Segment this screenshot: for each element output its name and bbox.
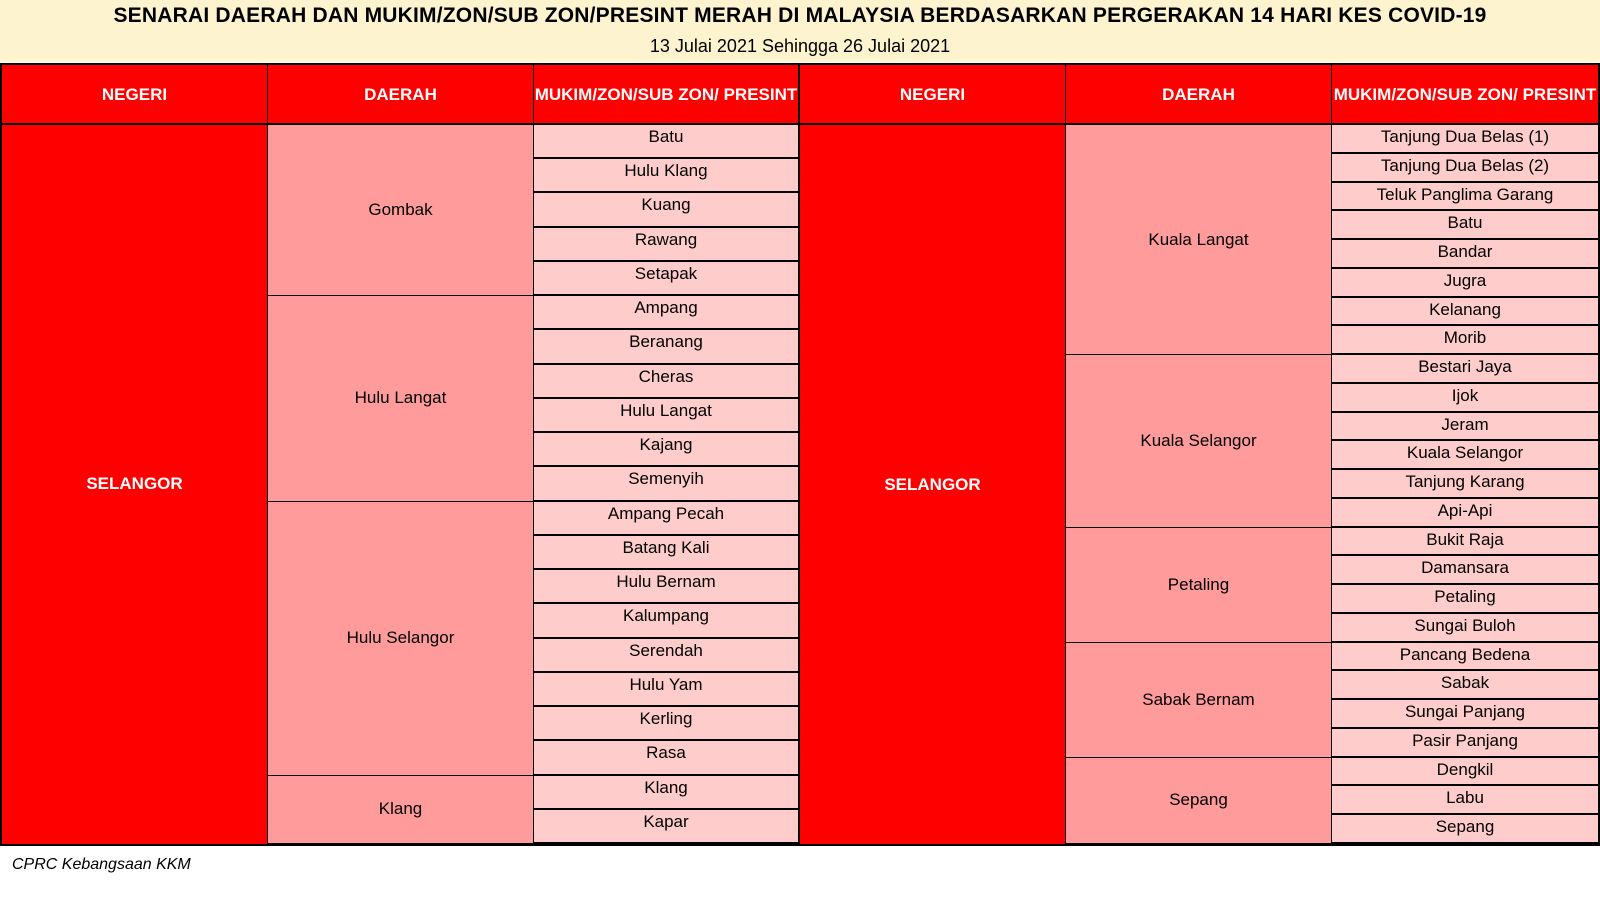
daerah-cell: Petaling — [1066, 527, 1332, 643]
zone-table-right: NEGERI DAERAH MUKIM/ZON/SUB ZON/ PRESINT SE… — [798, 63, 1600, 846]
mukim-cell: Hulu Bernam — [534, 570, 798, 605]
mukim-cell: Api-Api — [1332, 498, 1598, 528]
mukim-cell: Cheras — [534, 364, 798, 399]
mukim-cell: Tanjung Dua Belas (1) — [1332, 125, 1598, 154]
mukim-cell: Labu — [1332, 786, 1598, 816]
mukim-cell: Tanjung Dua Belas (2) — [1332, 153, 1598, 183]
daerah-cell: Kuala Selangor — [1066, 355, 1332, 528]
mukim-cell: Jeram — [1332, 412, 1598, 442]
header-negeri: NEGERI — [800, 65, 1066, 125]
page-title: SENARAI DAERAH DAN MUKIM/ZON/SUB ZON/PRE… — [113, 4, 1487, 27]
mukim-cell: Kuang — [534, 193, 798, 228]
mukim-cell: Batu — [1332, 211, 1598, 241]
daerah-cell: Kuala Langat — [1066, 125, 1332, 356]
mukim-cell: Batang Kali — [534, 535, 798, 571]
mukim-cell: Rasa — [534, 741, 798, 776]
mukim-cell: Morib — [1332, 326, 1598, 356]
mukim-cell: Sabak — [1332, 671, 1598, 701]
daerah-cell: Hulu Selangor — [268, 501, 534, 776]
daerah-cell: Sepang — [1066, 757, 1332, 844]
mukim-cell: Kuala Selangor — [1332, 441, 1598, 471]
mukim-cell: Kapar — [534, 809, 798, 844]
mukim-cell: Bukit Raja — [1332, 527, 1598, 557]
header-mukim: MUKIM/ZON/SUB ZON/ PRESINT — [534, 65, 798, 125]
mukim-cell: Ampang Pecah — [534, 501, 798, 536]
daerah-cell: Klang — [268, 775, 534, 844]
mukim-cell: Kerling — [534, 707, 798, 742]
mukim-cell: Damansara — [1332, 556, 1598, 586]
mukim-cell: Beranang — [534, 330, 798, 365]
mukim-cell: Ijok — [1332, 383, 1598, 413]
mukim-cell: Petaling — [1332, 585, 1598, 614]
mukim-cell: Ampang — [534, 296, 798, 331]
mukim-cell: Pancang Bedena — [1332, 642, 1598, 672]
negeri-cell: SELANGOR — [800, 125, 1066, 844]
mukim-cell: Hulu Klang — [534, 159, 798, 194]
header-mukim: MUKIM/ZON/SUB ZON/ PRESINT — [1332, 65, 1598, 125]
mukim-cell: Serendah — [534, 638, 798, 673]
mukim-cell: Sepang — [1332, 815, 1598, 844]
daerah-cell: Sabak Bernam — [1066, 642, 1332, 758]
mukim-cell: Hulu Yam — [534, 672, 798, 708]
mukim-cell: Kelanang — [1332, 297, 1598, 327]
mukim-cell: Hulu Langat — [534, 398, 798, 434]
zone-table-left: NEGERI DAERAH MUKIM/ZON/SUB ZON/ PRESINT SE… — [0, 63, 800, 846]
mukim-cell: Teluk Panglima Garang — [1332, 182, 1598, 212]
mukim-cell: Rawang — [534, 227, 798, 262]
mukim-cell: Batu — [534, 125, 798, 160]
header-negeri: NEGERI — [2, 65, 268, 125]
mukim-cell: Semenyih — [534, 467, 798, 502]
mukim-cell: Setapak — [534, 261, 798, 297]
daerah-cell: Gombak — [268, 125, 534, 297]
mukim-cell: Klang — [534, 775, 798, 810]
negeri-cell: SELANGOR — [2, 125, 268, 844]
header-daerah: DAERAH — [268, 65, 534, 125]
mukim-cell: Kajang — [534, 433, 798, 468]
mukim-cell: Bestari Jaya — [1332, 355, 1598, 384]
page-subtitle: 13 Julai 2021 Sehingga 26 Julai 2021 — [649, 36, 951, 56]
mukim-cell: Sungai Panjang — [1332, 700, 1598, 729]
daerah-cell: Hulu Langat — [268, 296, 534, 502]
mukim-cell: Sungai Buloh — [1332, 613, 1598, 643]
mukim-cell: Bandar — [1332, 240, 1598, 269]
mukim-cell: Jugra — [1332, 268, 1598, 298]
mukim-cell: Tanjung Karang — [1332, 470, 1598, 499]
mukim-cell: Kalumpang — [534, 604, 798, 639]
title-banner: SENARAI DAERAH DAN MUKIM/ZON/SUB ZON/PRE… — [0, 0, 1600, 62]
mukim-cell: Pasir Panjang — [1332, 728, 1598, 758]
header-daerah: DAERAH — [1066, 65, 1332, 125]
mukim-cell: Dengkil — [1332, 757, 1598, 787]
footer-source: CPRC Kebangsaan KKM — [12, 856, 191, 873]
